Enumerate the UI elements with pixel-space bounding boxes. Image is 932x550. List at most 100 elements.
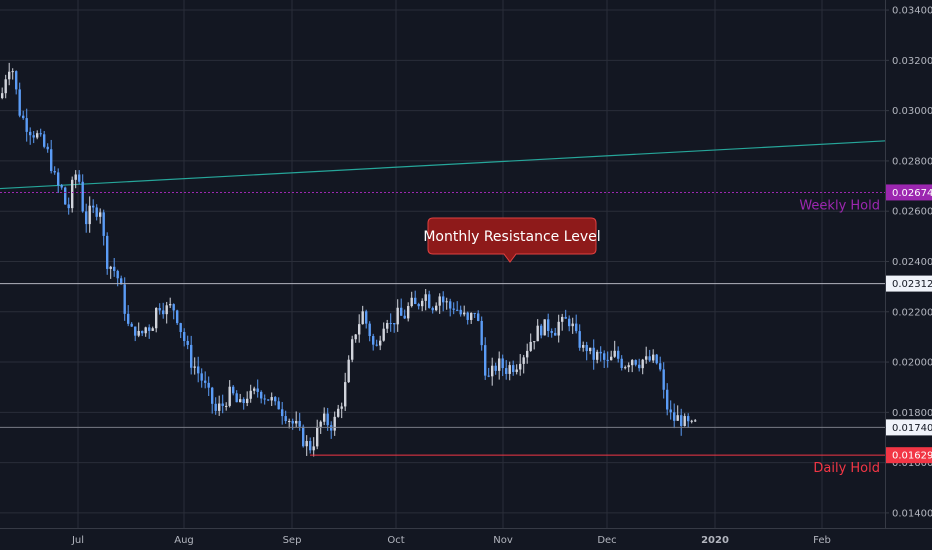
candle-body — [578, 331, 581, 348]
candle-body — [316, 426, 319, 447]
candle-body — [46, 146, 49, 150]
candle-body — [480, 320, 483, 346]
candle-body — [543, 319, 546, 336]
grid — [0, 0, 885, 528]
candle-body — [638, 364, 641, 369]
candle-body — [491, 365, 494, 377]
candle-body — [452, 308, 455, 310]
candle-body — [347, 359, 350, 383]
candle-body — [519, 363, 522, 370]
time-axis[interactable]: Jul Aug Sep Oct Nov Dec 2020 Feb — [0, 528, 932, 550]
candle-body — [53, 171, 56, 173]
candle-body — [323, 413, 326, 422]
candle-body — [127, 313, 130, 324]
candle-body — [603, 353, 606, 360]
candle-body — [361, 311, 364, 325]
candle-body — [386, 323, 389, 329]
candle-body — [106, 235, 109, 269]
candle-body — [120, 278, 123, 285]
candle-body — [354, 334, 357, 340]
candle-body — [11, 71, 14, 73]
candle-body — [151, 328, 154, 331]
candle-body — [267, 399, 270, 401]
candle-body — [130, 323, 133, 327]
candle-body — [18, 89, 21, 116]
price-tag-label: 0.016296 — [892, 451, 932, 462]
candle-body — [459, 309, 462, 315]
candle-body — [113, 266, 116, 271]
candle-body — [463, 312, 466, 315]
candle-body — [253, 388, 256, 391]
candle-body — [60, 185, 63, 188]
x-tick-label: Aug — [174, 535, 194, 546]
candle-body — [137, 330, 140, 336]
candle-body — [246, 398, 249, 404]
candle-body — [277, 401, 280, 410]
candle-body — [134, 326, 137, 336]
candle-body — [470, 312, 473, 320]
candle-body — [550, 330, 553, 333]
callout-box[interactable] — [427, 217, 597, 263]
candle-body — [554, 332, 557, 336]
candle-body — [295, 420, 298, 424]
candle-body — [74, 174, 77, 180]
trendline[interactable] — [0, 140, 887, 190]
candle-body — [39, 133, 42, 135]
candle-body — [344, 382, 347, 407]
candle-body — [57, 172, 60, 186]
candle-body — [547, 319, 550, 331]
candle-body — [515, 369, 518, 372]
candle-body — [400, 307, 403, 316]
candle-body — [438, 296, 441, 306]
candle-body — [669, 409, 672, 413]
candle-body — [351, 339, 354, 360]
price-tag — [886, 419, 932, 436]
candle-body — [144, 327, 147, 334]
candle-body — [589, 347, 592, 352]
candle-body — [557, 321, 560, 336]
candle-body — [484, 345, 487, 376]
candle-body — [291, 420, 294, 424]
candle-body — [179, 323, 182, 333]
candle-body — [673, 412, 676, 421]
candle-body — [613, 350, 616, 357]
candle-body — [375, 344, 378, 346]
candle-body — [365, 311, 368, 324]
candle-body — [662, 369, 665, 390]
candle-body — [312, 446, 315, 451]
candle-body — [15, 71, 18, 90]
candle-body — [620, 358, 623, 368]
candle-body — [85, 211, 88, 225]
candle-body — [687, 416, 690, 422]
candle-body — [631, 360, 634, 366]
candle-body — [214, 403, 217, 411]
candle-body — [169, 304, 172, 306]
candle-body — [235, 393, 238, 403]
candle-body — [67, 204, 70, 209]
candle-body — [596, 351, 599, 360]
candle-body — [165, 305, 168, 315]
candle-body — [239, 399, 242, 403]
candle-body — [536, 325, 539, 342]
candle-body — [176, 310, 179, 324]
candle-body — [25, 118, 28, 132]
price-tag-label: 0.023121 — [892, 279, 932, 290]
x-tick-label: Oct — [387, 535, 404, 546]
candle-body — [172, 304, 175, 311]
candle-body — [561, 316, 564, 322]
candle-body — [71, 179, 74, 209]
candle-body — [288, 420, 291, 422]
candle-body — [417, 304, 420, 307]
candle-body — [99, 212, 102, 217]
candle-body — [211, 387, 214, 404]
candle-body — [207, 382, 210, 388]
candle-body — [659, 363, 662, 370]
candle-body — [78, 174, 81, 182]
